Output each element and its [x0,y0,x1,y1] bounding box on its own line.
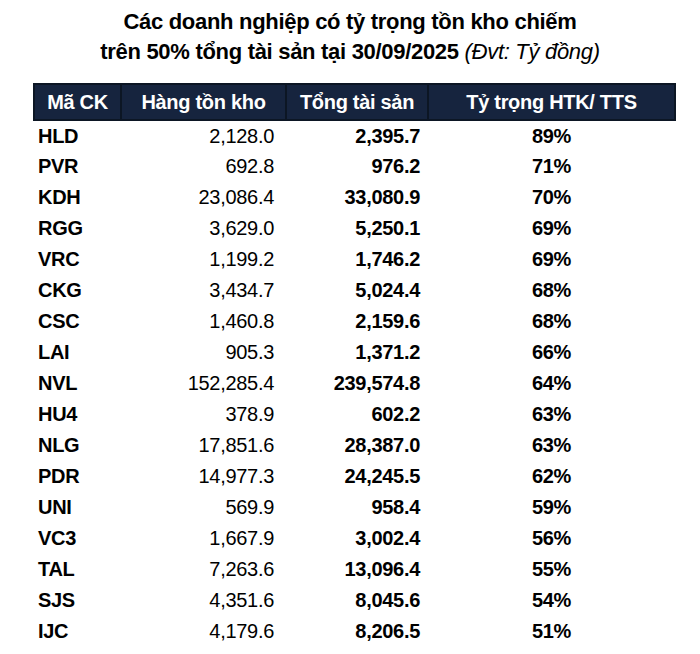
ticker-cell: PVR [34,151,121,182]
table-row: SJS4,351.68,045.654% [34,585,675,616]
inventory-cell: 4,179.6 [121,616,286,647]
ratio-cell: 71% [428,151,675,182]
inventory-cell: 7,263.6 [121,554,286,585]
total-assets-cell: 8,206.5 [286,616,428,647]
ticker-cell: HU4 [34,399,121,430]
ticker-cell: IJC [34,616,121,647]
title-line-2: trên 50% tổng tài sản tại 30/09/2025 (Đv… [0,37,700,67]
ticker-cell: RGG [34,213,121,244]
table-row: KDH23,086.433,080.970% [34,182,675,213]
table-row: VRC1,199.21,746.269% [34,244,675,275]
ticker-cell: CSC [34,306,121,337]
inventory-cell: 1,199.2 [121,244,286,275]
inventory-ratio-table: Mã CK Hàng tồn kho Tổng tài sản Tỷ trọng… [33,83,676,647]
ratio-cell: 62% [428,461,675,492]
total-assets-cell: 2,159.6 [286,306,428,337]
inventory-cell: 905.3 [121,337,286,368]
table-row: LAI905.31,371.266% [34,337,675,368]
inventory-cell: 3,434.7 [121,275,286,306]
inventory-cell: 23,086.4 [121,182,286,213]
total-assets-cell: 5,024.4 [286,275,428,306]
inventory-cell: 14,977.3 [121,461,286,492]
title-unit-note: (Đvt: Tỷ đồng) [465,39,600,64]
ratio-cell: 89% [428,120,675,151]
title-text-2: trên 50% tổng tài sản tại 30/09/2025 [100,39,458,64]
table-row: HU4378.9602.263% [34,399,675,430]
inventory-cell: 152,285.4 [121,368,286,399]
header-total-assets: Tổng tài sản [286,84,428,120]
chart-title: Các doanh nghiệp có tỷ trọng tồn kho chi… [0,7,700,67]
ticker-cell: TAL [34,554,121,585]
inventory-cell: 378.9 [121,399,286,430]
ratio-cell: 63% [428,430,675,461]
ticker-cell: UNI [34,492,121,523]
ratio-cell: 69% [428,213,675,244]
ratio-cell: 66% [428,337,675,368]
table-row: CSC1,460.82,159.668% [34,306,675,337]
table-header-row: Mã CK Hàng tồn kho Tổng tài sản Tỷ trọng… [34,84,675,120]
ticker-cell: NVL [34,368,121,399]
ticker-cell: CKG [34,275,121,306]
header-ticker: Mã CK [34,84,121,120]
table-row: HLD2,128.02,395.789% [34,120,675,151]
table-row: PVR692.8976.271% [34,151,675,182]
ratio-cell: 69% [428,244,675,275]
ticker-cell: VRC [34,244,121,275]
total-assets-cell: 33,080.9 [286,182,428,213]
total-assets-cell: 28,387.0 [286,430,428,461]
ticker-cell: LAI [34,337,121,368]
ticker-cell: VC3 [34,523,121,554]
ticker-cell: NLG [34,430,121,461]
table-row: CKG3,434.75,024.468% [34,275,675,306]
ratio-cell: 59% [428,492,675,523]
table-body: HLD2,128.02,395.789%PVR692.8976.271%KDH2… [34,120,675,647]
table-row: TAL7,263.613,096.455% [34,554,675,585]
inventory-cell: 1,460.8 [121,306,286,337]
title-text-1: Các doanh nghiệp có tỷ trọng tồn kho chi… [123,9,576,34]
total-assets-cell: 2,395.7 [286,120,428,151]
table-row: RGG3,629.05,250.169% [34,213,675,244]
ratio-cell: 68% [428,275,675,306]
inventory-cell: 4,351.6 [121,585,286,616]
inventory-cell: 2,128.0 [121,120,286,151]
total-assets-cell: 3,002.4 [286,523,428,554]
inventory-cell: 1,667.9 [121,523,286,554]
ticker-cell: HLD [34,120,121,151]
table-row: NLG17,851.628,387.063% [34,430,675,461]
total-assets-cell: 239,574.8 [286,368,428,399]
ratio-cell: 63% [428,399,675,430]
ticker-cell: KDH [34,182,121,213]
inventory-cell: 692.8 [121,151,286,182]
ratio-cell: 56% [428,523,675,554]
total-assets-cell: 13,096.4 [286,554,428,585]
ticker-cell: PDR [34,461,121,492]
ticker-cell: SJS [34,585,121,616]
total-assets-cell: 958.4 [286,492,428,523]
total-assets-cell: 8,045.6 [286,585,428,616]
table-row: NVL152,285.4239,574.864% [34,368,675,399]
ratio-cell: 55% [428,554,675,585]
table-row: PDR14,977.324,245.562% [34,461,675,492]
table-row: UNI569.9958.459% [34,492,675,523]
header-inventory: Hàng tồn kho [121,84,286,120]
inventory-cell: 3,629.0 [121,213,286,244]
ratio-cell: 68% [428,306,675,337]
total-assets-cell: 1,746.2 [286,244,428,275]
ratio-cell: 51% [428,616,675,647]
inventory-cell: 569.9 [121,492,286,523]
total-assets-cell: 976.2 [286,151,428,182]
inventory-cell: 17,851.6 [121,430,286,461]
title-line-1: Các doanh nghiệp có tỷ trọng tồn kho chi… [0,7,700,37]
ratio-cell: 54% [428,585,675,616]
total-assets-cell: 1,371.2 [286,337,428,368]
table-row: IJC4,179.68,206.551% [34,616,675,647]
total-assets-cell: 5,250.1 [286,213,428,244]
ratio-cell: 64% [428,368,675,399]
total-assets-cell: 24,245.5 [286,461,428,492]
table-row: VC31,667.93,002.456% [34,523,675,554]
total-assets-cell: 602.2 [286,399,428,430]
ratio-cell: 70% [428,182,675,213]
header-ratio: Tỷ trọng HTK/ TTS [428,84,675,120]
